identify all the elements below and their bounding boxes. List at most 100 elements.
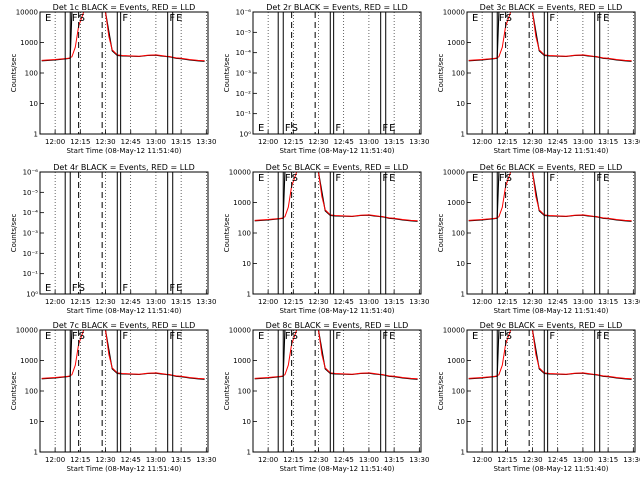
series-line-lld [254, 171, 418, 222]
chart-title: Det 7c BLACK = Events, RED = LLD [53, 321, 196, 330]
flag-label: E [472, 173, 478, 184]
x-tick-label: 12:00 [258, 298, 278, 306]
y-axis-label: Counts/sec [10, 372, 18, 411]
y-tick-label: 1000 [447, 199, 465, 207]
x-axis-label: Start Time (08-May-12 11:51:40) [66, 307, 181, 315]
y-axis-label: Counts/sec [10, 214, 18, 253]
series-line-lld [468, 329, 632, 380]
flag-label: F [285, 331, 291, 342]
x-tick-label: 13:30 [623, 298, 640, 306]
flag-label: F [335, 173, 341, 184]
x-tick-label: 13:15 [171, 138, 191, 146]
flag-label: E [389, 173, 395, 184]
flag-label: S [79, 13, 85, 24]
y-tick-label: 1000 [233, 357, 251, 365]
y-tick-label: 10⁻² [23, 250, 39, 258]
y-tick-label: 1000 [447, 39, 465, 47]
y-tick-label: 10 [456, 260, 465, 268]
y-axis-label: Counts/sec [223, 372, 231, 411]
x-tick-label: 13:15 [384, 298, 404, 306]
y-tick-label: 10⁻¹ [23, 270, 39, 278]
x-axis-label: Start Time (08-May-12 11:51:40) [279, 307, 394, 315]
y-tick-label: 10⁻¹ [236, 110, 252, 118]
flag-label: F [499, 13, 505, 24]
x-tick-label: 12:45 [548, 456, 568, 464]
y-tick-label: 10000 [229, 169, 251, 177]
x-tick-label: 13:30 [196, 138, 216, 146]
chart-title: Det 3c BLACK = Events, RED = LLD [480, 3, 623, 12]
flag-label: S [506, 173, 512, 184]
x-tick-label: 12:00 [472, 456, 492, 464]
y-axis-label: Counts/sec [10, 54, 18, 93]
x-tick-label: 12:45 [334, 138, 354, 146]
y-tick-label: 1000 [20, 357, 38, 365]
x-tick-label: 13:15 [171, 298, 191, 306]
flag-label: F [72, 283, 78, 294]
y-tick-label: 10 [242, 418, 251, 426]
flag-label: F [499, 331, 505, 342]
y-axis-label: Counts/sec [223, 54, 231, 93]
x-tick-label: 13:00 [573, 456, 593, 464]
y-tick-label: 10⁻⁶ [23, 169, 39, 177]
x-tick-label: 12:30 [522, 456, 542, 464]
x-tick-label: 13:30 [623, 456, 640, 464]
x-tick-label: 12:00 [45, 298, 65, 306]
x-tick-label: 13:00 [573, 298, 593, 306]
y-tick-label: 10 [242, 260, 251, 268]
y-tick-label: 100 [452, 230, 465, 238]
x-tick-label: 12:15 [70, 298, 90, 306]
flag-label: S [506, 331, 512, 342]
y-tick-label: 10⁻³ [236, 70, 252, 78]
flag-label: F [596, 331, 602, 342]
flag-label: E [472, 13, 478, 24]
x-tick-label: 13:30 [409, 456, 429, 464]
flag-label: F [122, 283, 128, 294]
x-tick-label: 12:45 [121, 456, 141, 464]
x-tick-label: 13:30 [196, 298, 216, 306]
y-tick-label: 100 [238, 230, 251, 238]
x-tick-label: 13:30 [623, 138, 640, 146]
x-tick-label: 12:45 [121, 298, 141, 306]
flag-label: F [169, 283, 175, 294]
y-tick-label: 1 [34, 449, 38, 457]
flag-label: F [596, 173, 602, 184]
x-tick-label: 12:00 [258, 456, 278, 464]
y-tick-label: 1000 [20, 39, 38, 47]
flag-label: F [335, 123, 341, 134]
x-tick-label: 12:30 [308, 456, 328, 464]
x-tick-label: 13:00 [359, 138, 379, 146]
x-tick-label: 13:30 [196, 456, 216, 464]
x-tick-label: 12:45 [334, 456, 354, 464]
y-tick-label: 10000 [443, 327, 465, 335]
series-line-lld [468, 11, 632, 62]
flag-label: F [382, 173, 388, 184]
flag-label: E [258, 331, 264, 342]
flag-label: E [603, 13, 609, 24]
x-tick-label: 13:15 [171, 456, 191, 464]
y-tick-label: 10⁻⁵ [236, 29, 252, 37]
chart-title: Det 1c BLACK = Events, RED = LLD [53, 3, 196, 12]
series-line-lld [41, 11, 205, 62]
y-tick-label: 10⁻⁵ [23, 189, 39, 197]
flag-label: S [292, 331, 298, 342]
y-tick-label: 10000 [16, 327, 38, 335]
x-tick-label: 12:30 [308, 138, 328, 146]
x-tick-label: 13:15 [598, 138, 618, 146]
y-tick-label: 1 [247, 291, 251, 299]
flag-label: E [176, 331, 182, 342]
x-tick-label: 13:30 [409, 298, 429, 306]
y-tick-label: 10⁰ [239, 131, 251, 139]
flag-label: F [549, 13, 555, 24]
y-tick-label: 10000 [229, 327, 251, 335]
flag-label: S [292, 123, 298, 134]
flag-label: F [499, 173, 505, 184]
y-tick-label: 1000 [233, 199, 251, 207]
flag-label: F [169, 331, 175, 342]
x-tick-label: 13:00 [146, 138, 166, 146]
